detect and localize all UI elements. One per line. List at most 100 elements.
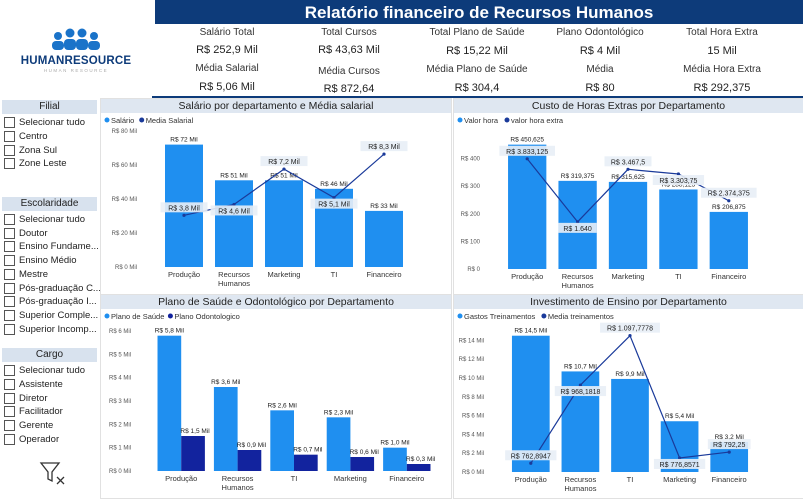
- line-point: [727, 450, 731, 454]
- checkbox-icon[interactable]: [4, 419, 15, 431]
- slicer-option[interactable]: Zone Leste: [4, 157, 67, 170]
- slicer-option[interactable]: Diretor: [4, 392, 48, 405]
- bar: [406, 464, 431, 471]
- x-tick-label: Financeiro: [366, 270, 401, 279]
- kpi-label: Média Cursos: [318, 66, 380, 77]
- line-data-label: R$ 792,25: [713, 442, 745, 449]
- line-data-label-bg: [499, 145, 555, 156]
- slicer-option[interactable]: Selecionar tudo: [4, 364, 85, 377]
- x-tick-label: Marketing: [612, 272, 645, 281]
- slicer-option[interactable]: Superior Comple...: [4, 309, 98, 322]
- checkbox-icon[interactable]: [4, 392, 15, 404]
- line-point: [332, 196, 336, 200]
- chart-panel-ensino: Investimento de Ensino por Departamento …: [453, 294, 803, 499]
- slicer-title: Escolaridade: [2, 197, 97, 211]
- checkbox-icon[interactable]: [4, 268, 15, 280]
- slicer-option[interactable]: Pós-graduação C...: [4, 282, 101, 295]
- checkbox-icon[interactable]: [4, 364, 15, 376]
- slicer-option[interactable]: Selecionar tudo: [4, 116, 85, 129]
- kpi-label: Plano Odontológico: [556, 27, 644, 38]
- kpi-label: Média Plano de Saúde: [426, 64, 528, 75]
- checkbox-icon[interactable]: [4, 378, 15, 390]
- legend-marker: [457, 117, 463, 123]
- slicer-option[interactable]: Doutor: [4, 227, 48, 240]
- slicer-option-label: Selecionar tudo: [19, 214, 86, 225]
- y-tick-label: R$ 0 Mil: [462, 470, 484, 476]
- checkbox-icon[interactable]: [4, 309, 15, 321]
- bar-data-label: R$ 0,3 Mil: [406, 456, 436, 463]
- y-tick-label: R$ 0 Mil: [115, 265, 137, 271]
- legend-marker: [104, 313, 110, 319]
- line-data-label-bg: [160, 202, 208, 213]
- bar: [157, 335, 182, 471]
- slicer-option[interactable]: Centro: [4, 130, 48, 143]
- legend-label: Salário: [111, 116, 134, 125]
- y-tick-label: R$ 20 Mil: [112, 231, 137, 237]
- checkbox-icon[interactable]: [4, 116, 15, 128]
- checkbox-icon[interactable]: [4, 157, 15, 169]
- checkbox-icon[interactable]: [4, 130, 15, 142]
- line-data-label: R$ 7,2 Mil: [268, 159, 300, 166]
- checkbox-icon[interactable]: [4, 405, 15, 417]
- legend-marker: [457, 313, 463, 319]
- y-tick-label: R$ 12 Mil: [459, 357, 484, 363]
- line-data-label: R$ 3.833,125: [506, 149, 548, 156]
- slicer-option[interactable]: Zona Sul: [4, 144, 57, 157]
- x-tick-label: TI: [675, 272, 682, 281]
- slicer-option[interactable]: Mestre: [4, 268, 48, 281]
- slicer-option[interactable]: Ensino Fundame...: [4, 240, 99, 253]
- checkbox-icon[interactable]: [4, 213, 15, 225]
- slicer-option[interactable]: Pós-graduação I...: [4, 295, 97, 308]
- line-data-label: R$ 3.303,75: [659, 178, 697, 185]
- slicer-option-label: Selecionar tudo: [19, 365, 86, 376]
- checkbox-icon[interactable]: [4, 433, 15, 445]
- kpi-label: Salário Total: [199, 27, 255, 38]
- bar-data-label: R$ 51 Mil: [270, 172, 298, 179]
- slicer-option[interactable]: Operador: [4, 433, 59, 446]
- y-tick-label: R$ 0: [467, 267, 480, 273]
- checkbox-icon[interactable]: [4, 227, 15, 239]
- line-data-label-bg: [600, 322, 660, 333]
- slicer-option-label: Superior Incomp...: [19, 324, 97, 335]
- bar-data-label: R$ 5,8 Mil: [155, 328, 185, 335]
- line-data-label: R$ 762,8947: [511, 453, 551, 460]
- slicer-option[interactable]: Superior Incomp...: [4, 323, 97, 336]
- checkbox-icon[interactable]: [4, 323, 15, 335]
- x-tick-label: Financeiro: [712, 475, 747, 484]
- kpi-value: R$ 43,63 Mil: [318, 44, 380, 56]
- kpi-label: Média Hora Extra: [683, 64, 761, 75]
- legend-marker: [504, 117, 510, 123]
- chart-title: Salário por departamento e Média salaria…: [101, 99, 451, 113]
- y-tick-label: R$ 14 Mil: [459, 338, 484, 344]
- y-tick-label: R$ 4 Mil: [109, 376, 131, 382]
- kpi-value: R$ 15,22 Mil: [446, 45, 508, 57]
- slicer-option[interactable]: Gerente: [4, 419, 53, 432]
- checkbox-icon[interactable]: [4, 240, 15, 252]
- line-point: [282, 167, 286, 171]
- x-tick-label: Recursos: [222, 474, 254, 483]
- line-data-label-bg: [653, 458, 706, 469]
- clear-filter-icon[interactable]: [38, 460, 68, 486]
- checkbox-icon[interactable]: [4, 295, 15, 307]
- line-data-label-bg: [505, 450, 557, 461]
- line-point: [727, 199, 731, 203]
- slicer-option[interactable]: Ensino Médio: [4, 254, 77, 267]
- bar-data-label: R$ 450,625: [510, 137, 544, 144]
- bar-data-label: R$ 33 Mil: [370, 203, 398, 210]
- x-tick-label: Produção: [165, 474, 197, 483]
- slicer-option[interactable]: Assistente: [4, 378, 63, 391]
- checkbox-icon[interactable]: [4, 254, 15, 266]
- checkbox-icon[interactable]: [4, 282, 15, 294]
- company-logo: HUMANRESOURCE HUMAN RESOURCE: [0, 0, 152, 92]
- legend-label: Media treinamentos: [548, 312, 614, 321]
- chart-ensino: Gastos Treinamentos Media treinamentosR$ …: [457, 312, 751, 493]
- line-data-label: R$ 5,1 Mil: [318, 202, 350, 209]
- bar: [611, 378, 649, 472]
- line-data-label-bg: [652, 175, 705, 186]
- checkbox-icon[interactable]: [4, 144, 15, 156]
- bar: [294, 454, 318, 471]
- line-point: [382, 152, 386, 156]
- slicer-option[interactable]: Facilitador: [4, 405, 63, 418]
- slicer-option[interactable]: Selecionar tudo: [4, 213, 85, 226]
- chart-salario: Salário Media Salarial R$ 0 Mil R$ 20 Mil R$…: [104, 116, 408, 288]
